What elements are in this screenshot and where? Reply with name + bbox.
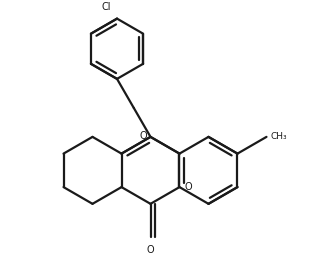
- Text: Cl: Cl: [101, 2, 111, 12]
- Text: CH₃: CH₃: [271, 132, 288, 141]
- Text: O: O: [140, 131, 147, 141]
- Text: O: O: [147, 245, 154, 255]
- Text: O: O: [185, 182, 192, 192]
